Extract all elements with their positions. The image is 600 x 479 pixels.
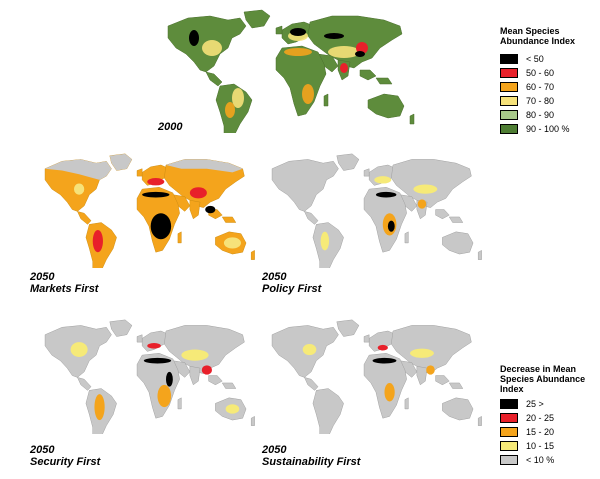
map-sustainability-first	[255, 318, 485, 434]
legend-item: 25 >	[500, 397, 585, 411]
legend-label: 20 - 25	[526, 413, 555, 423]
caption-year: 2050	[30, 444, 55, 456]
legend-title-line3: Index	[500, 384, 524, 394]
caption-scenario: Markets First	[30, 283, 99, 295]
legend-swatch	[500, 68, 518, 78]
legend-swatch	[500, 455, 518, 465]
legend-swatch	[500, 399, 518, 409]
legend-swatch	[500, 413, 518, 423]
legend-swatch	[500, 110, 518, 120]
legend-label: < 50	[526, 54, 544, 64]
legend-item: 60 - 70	[500, 80, 575, 94]
map-policy-first	[255, 152, 485, 268]
caption-year: 2050	[30, 271, 55, 283]
legend-swatch	[500, 54, 518, 64]
legend-swatch	[500, 124, 518, 134]
legend-decrease: Decrease in Mean Species Abundance Index…	[500, 364, 585, 467]
legend-title-line2: Species Abundance	[500, 374, 586, 384]
legend-label: 80 - 90	[526, 110, 555, 120]
legend-item: < 50	[500, 52, 575, 66]
legend-label: < 10 %	[526, 455, 555, 465]
legend-swatch	[500, 96, 518, 106]
caption-markets-first: 2050 Markets First	[30, 271, 98, 295]
legend-item: 20 - 25	[500, 411, 585, 425]
legend-swatch	[500, 427, 518, 437]
caption-scenario: Security First	[30, 456, 101, 468]
map-markets-first	[28, 152, 258, 268]
legend-label: 60 - 70	[526, 82, 555, 92]
caption-scenario: Policy First	[262, 283, 322, 295]
caption-year: 2050	[262, 271, 287, 283]
caption-sustainability-first: 2050 Sustainability First	[262, 444, 360, 468]
legend-label: 15 - 20	[526, 427, 555, 437]
legend-label: 70 - 80	[526, 96, 555, 106]
legend-title-line2: Abundance Index	[500, 36, 576, 46]
legend-title-line1: Mean Species	[500, 26, 560, 36]
legend-swatch	[500, 82, 518, 92]
legend-item: 80 - 90	[500, 108, 575, 122]
map-security-first	[28, 318, 258, 434]
caption-year: 2000	[158, 121, 183, 133]
legend-title-line1: Decrease in Mean	[500, 364, 577, 374]
caption-map-2000: 2000	[158, 121, 182, 133]
legend-label: 10 - 15	[526, 441, 555, 451]
legend-item: 90 - 100 %	[500, 122, 575, 136]
caption-security-first: 2050 Security First	[30, 444, 100, 468]
legend-item: < 10 %	[500, 453, 585, 467]
legend-item: 70 - 80	[500, 94, 575, 108]
legend-swatch	[500, 441, 518, 451]
legend-item: 10 - 15	[500, 439, 585, 453]
legend-label: 90 - 100 %	[526, 124, 570, 134]
legend-item: 50 - 60	[500, 66, 575, 80]
legend-label: 50 - 60	[526, 68, 555, 78]
legend-item: 15 - 20	[500, 425, 585, 439]
map-2000	[148, 8, 418, 133]
caption-year: 2050	[262, 444, 287, 456]
caption-scenario: Sustainability First	[262, 456, 361, 468]
legend-label: 25 >	[526, 399, 544, 409]
legend-msa: Mean Species Abundance Index < 50 50 - 6…	[500, 26, 575, 136]
caption-policy-first: 2050 Policy First	[262, 271, 321, 295]
